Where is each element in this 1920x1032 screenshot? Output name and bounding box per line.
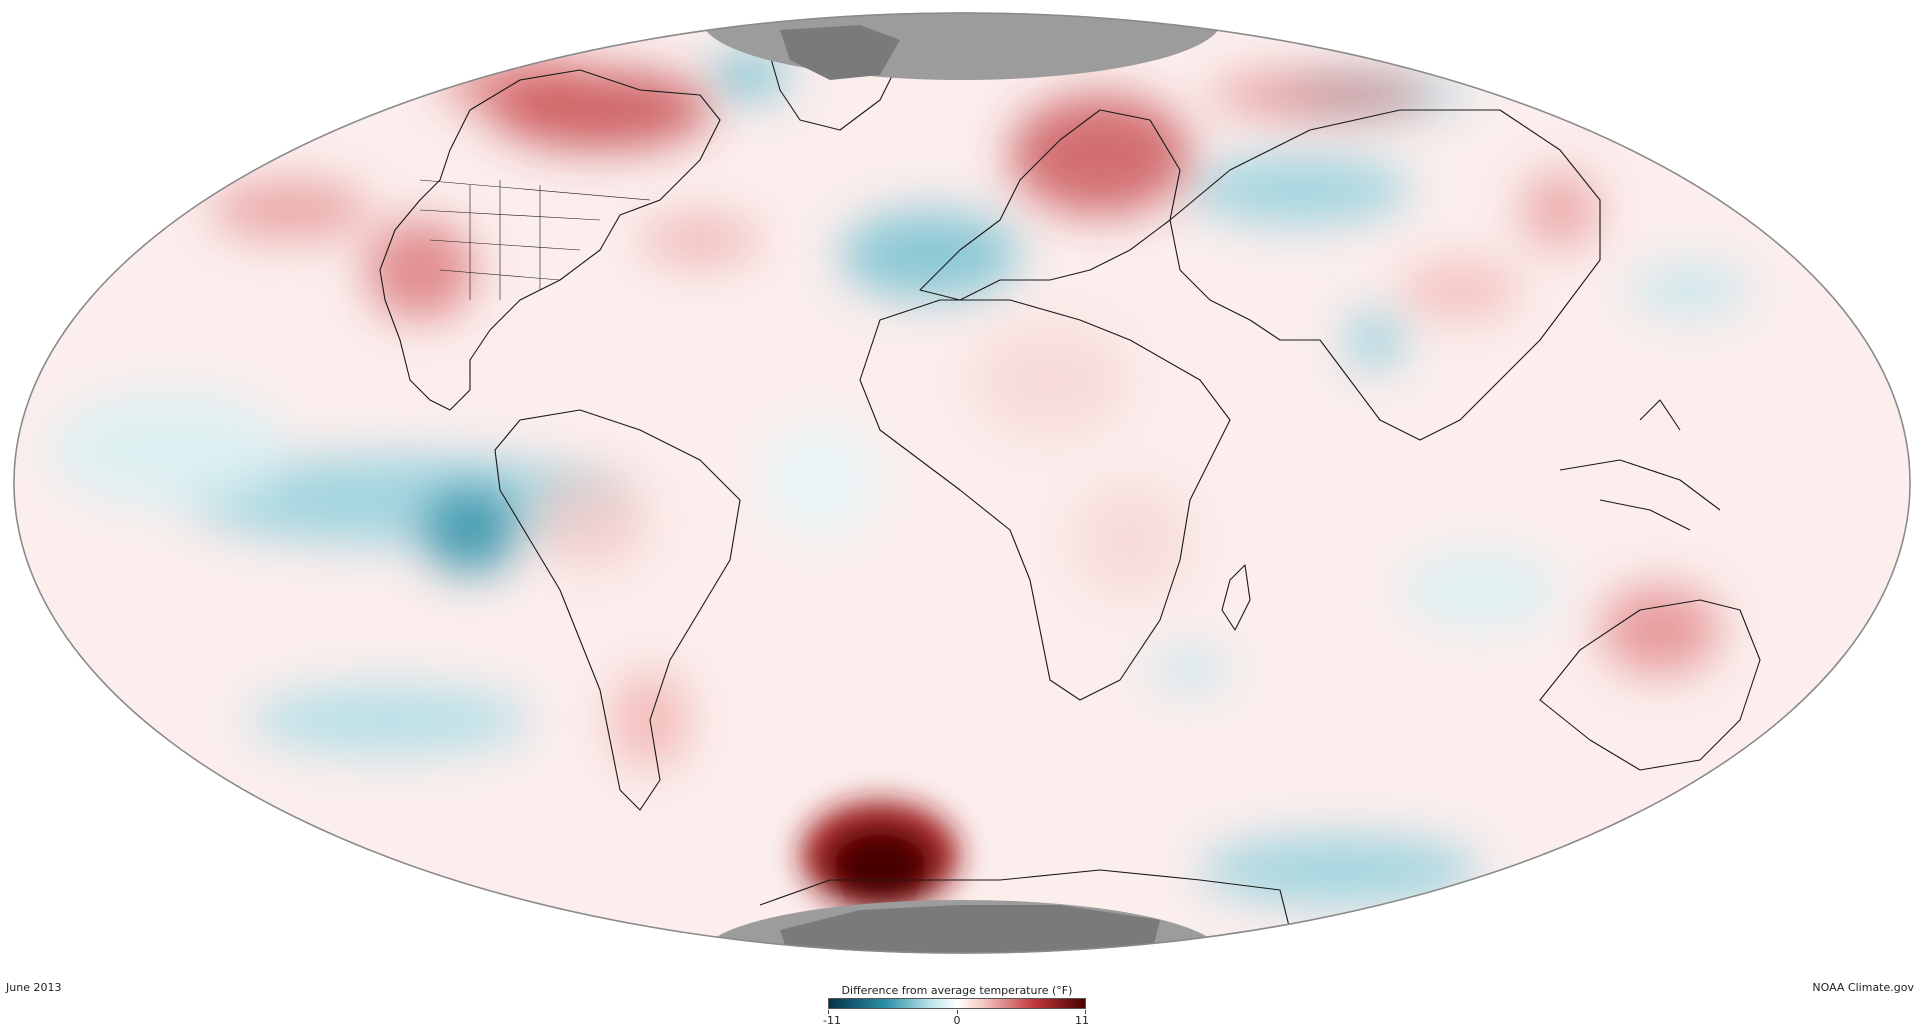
legend-tick-min (828, 1010, 829, 1014)
world-map (13, 12, 1911, 954)
legend-title: Difference from average temperature (°F) (841, 984, 1073, 997)
globe-border (13, 12, 1911, 954)
legend-color-bar (828, 998, 1086, 1009)
australia-outline (1539, 599, 1761, 771)
asia-outline (1169, 109, 1601, 441)
europe-outline (919, 109, 1181, 301)
new-zealand-outline (1829, 719, 1861, 791)
south-america-outline (494, 409, 741, 811)
antarctica-in-cap (780, 905, 1160, 953)
legend-tick-mid (957, 1010, 958, 1014)
antarctic-peninsula-anomaly (800, 800, 960, 910)
legend-max-label: 11 (1075, 1014, 1089, 1027)
greenland-in-cap (780, 25, 900, 80)
map-credit: NOAA Climate.gov (1812, 981, 1914, 994)
madagascar-outline (1221, 564, 1251, 631)
anomaly-field (14, 13, 1910, 953)
southeast-asia-islands-outline (1559, 399, 1721, 531)
map-date: June 2013 (6, 981, 62, 994)
legend-tick-max (1085, 1010, 1086, 1014)
antarctica-outline (759, 869, 1291, 931)
us-canada-grid (419, 179, 651, 300)
north-america-outline (379, 69, 721, 411)
africa-outline (859, 299, 1231, 701)
legend-min-label: -11 (823, 1014, 841, 1027)
legend-mid-label: 0 (953, 1014, 961, 1027)
color-legend: Difference from average temperature (°F)… (823, 984, 1089, 1028)
cool-anomaly-layer (50, 50, 1750, 905)
warm-anomaly-layer (210, 55, 1720, 770)
